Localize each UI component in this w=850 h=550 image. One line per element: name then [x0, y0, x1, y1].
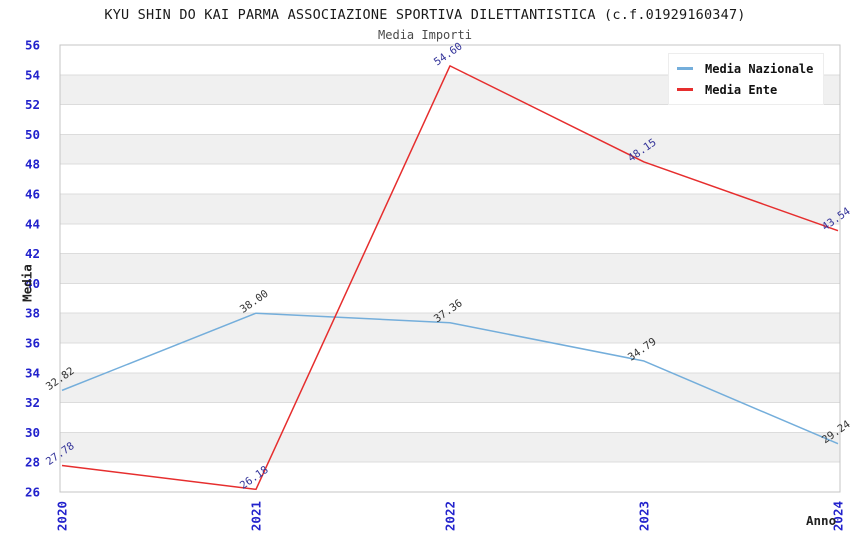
- x-axis-title: Anno: [806, 513, 837, 528]
- grid-band: [60, 194, 840, 224]
- grid-band: [60, 372, 840, 403]
- y-tick-label: 56: [25, 38, 40, 53]
- series-line: [61, 65, 839, 491]
- media-ente-line-swatch-icon: [677, 88, 693, 91]
- media-nazionale-line-swatch-icon: [677, 67, 693, 70]
- grid-band: [60, 134, 840, 165]
- legend-item-media-ente: Media Ente: [677, 79, 813, 100]
- y-axis-title: Media: [19, 264, 35, 302]
- x-tick-label: 2024: [831, 501, 846, 531]
- y-tick-label: 34: [25, 365, 40, 380]
- chart-subtitle: Media Importi: [378, 28, 472, 42]
- legend-label: Media Nazionale: [705, 61, 814, 76]
- data-label: 26.18: [238, 464, 271, 492]
- chart-title: KYU SHIN DO KAI PARMA ASSOCIAZIONE SPORT…: [104, 7, 746, 23]
- y-tick-label: 36: [25, 336, 40, 351]
- y-tick-label: 26: [25, 485, 40, 500]
- y-tick-label: 48: [25, 157, 40, 172]
- legend-label: Media Ente: [705, 82, 778, 97]
- y-tick-label: 42: [25, 246, 40, 261]
- y-tick-label: 50: [25, 127, 40, 142]
- grid-band: [60, 432, 840, 463]
- x-tick-label: 2020: [55, 501, 70, 531]
- y-tick-label: 52: [25, 97, 40, 112]
- y-tick-label: 46: [25, 187, 40, 202]
- x-tick-label: 2021: [249, 501, 264, 531]
- plot-border: [59, 44, 841, 493]
- legend-item-media-nazionale: Media Nazionale: [677, 58, 813, 79]
- y-tick-label: 40: [25, 276, 40, 291]
- grid-band: [60, 253, 840, 284]
- data-label: 38.00: [238, 288, 271, 316]
- x-tick-label: 2023: [637, 501, 652, 531]
- legend: Media Nazionale Media Ente: [668, 53, 825, 105]
- y-tick-label: 44: [25, 216, 40, 231]
- grid-band: [60, 313, 840, 343]
- y-tick-label: 54: [25, 67, 40, 82]
- y-tick-label: 38: [25, 306, 40, 321]
- y-tick-label: 32: [25, 395, 40, 410]
- series-line: [61, 312, 839, 445]
- y-tick-label: 28: [25, 455, 40, 470]
- y-tick-label: 30: [25, 425, 40, 440]
- x-tick-label: 2022: [443, 501, 458, 531]
